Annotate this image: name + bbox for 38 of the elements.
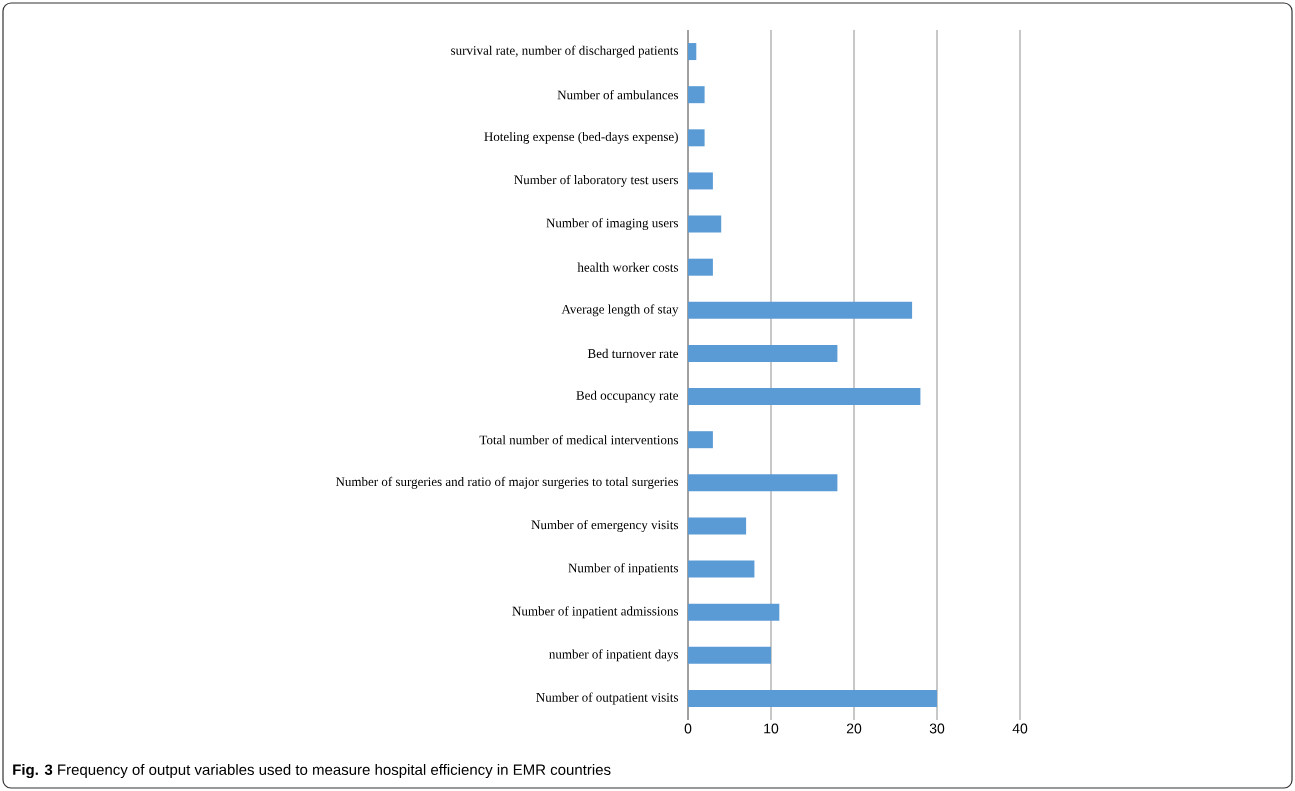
y-tick-label: Average length of stay <box>561 304 679 317</box>
bar <box>688 129 705 147</box>
bar <box>688 388 921 406</box>
x-tick-label: 0 <box>684 723 692 734</box>
bar <box>688 560 755 578</box>
bar <box>688 689 937 707</box>
bar <box>688 301 913 319</box>
bar <box>688 258 713 276</box>
x-tick-label: 40 <box>1012 723 1028 734</box>
y-tick-label: Number of emergency visits <box>531 519 679 532</box>
bar <box>688 517 747 535</box>
y-tick-label: Number of laboratory test users <box>514 174 679 187</box>
y-tick-label: Number of inpatients <box>568 563 679 576</box>
x-tick-label: 30 <box>929 723 945 734</box>
y-tick-label: Bed occupancy rate <box>576 390 679 403</box>
bar <box>688 215 722 233</box>
y-tick-label: Number of outpatient visits <box>536 692 679 705</box>
bar <box>688 603 780 621</box>
y-tick-label: Total number of medical interventions <box>479 435 679 445</box>
y-tick-label: survival rate, number of discharged patients <box>451 45 679 58</box>
text: Fig. 3 Frequency of output variables used to measure hospital efficiency in EMR countries <box>13 763 611 779</box>
x-tick-label: 10 <box>764 723 779 734</box>
y-tick-label: Number of surgeries and ratio of major surgeries to total surgeries <box>335 476 679 489</box>
bar <box>688 344 838 362</box>
bar <box>688 474 838 492</box>
y-tick-label: Number of ambulances <box>557 90 679 100</box>
bar <box>688 172 713 190</box>
bar <box>688 86 705 104</box>
y-tick-label: Number of imaging users <box>546 218 679 231</box>
bar <box>688 43 697 61</box>
x-tick-label: 20 <box>846 723 862 734</box>
y-tick-label: Number of inpatient admissions <box>512 606 679 619</box>
y-tick-label: number of inpatient days <box>549 649 679 662</box>
y-tick-label: health worker costs <box>577 262 679 272</box>
y-tick-label: Bed turnover rate <box>587 348 679 359</box>
bar <box>688 646 771 664</box>
y-tick-label: Hoteling expense (bed-days expense) <box>484 131 678 144</box>
bar <box>688 431 713 449</box>
